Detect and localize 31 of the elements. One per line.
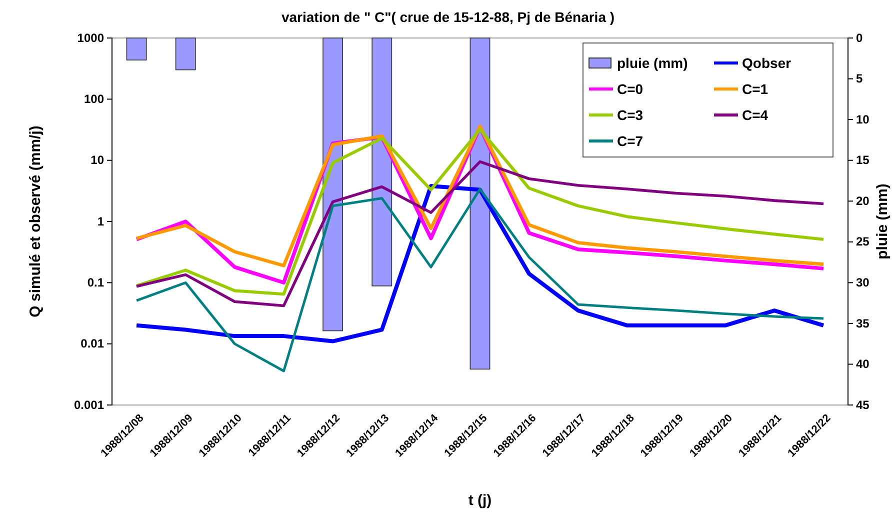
x-axis-title: t (j) bbox=[468, 492, 492, 509]
y2-tick-label: 40 bbox=[856, 357, 870, 372]
y-tick-label: 1000 bbox=[77, 30, 104, 45]
y2-tick-label: 5 bbox=[856, 72, 863, 86]
y-axis-title: Q simulé et observé (mm/j) bbox=[27, 126, 44, 318]
y2-tick-label: 35 bbox=[856, 316, 870, 330]
y-tick-label: 0.001 bbox=[74, 398, 104, 412]
legend-label: C=0 bbox=[617, 81, 644, 97]
line-series bbox=[135, 160, 825, 308]
y-tick-label: 10 bbox=[90, 153, 104, 168]
y2-tick-label: 45 bbox=[856, 398, 870, 412]
legend-label: C=4 bbox=[742, 107, 768, 123]
legend-label: C=3 bbox=[617, 107, 644, 123]
y2-tick-label: 15 bbox=[856, 153, 870, 168]
legend-label: pluie (mm) bbox=[617, 55, 688, 71]
y-tick-label: 0.1 bbox=[87, 276, 104, 290]
line-series bbox=[135, 188, 825, 372]
y2-tick-label: 10 bbox=[856, 112, 870, 126]
y-tick-label: 1 bbox=[97, 214, 104, 228]
y2-axis-title: pluie (mm) bbox=[874, 184, 891, 260]
chart-title: variation de " C"( crue de 15-12-88, Pj de Bénaria ) bbox=[281, 9, 615, 25]
y2-tick-label: 20 bbox=[856, 194, 870, 208]
legend-label: C=7 bbox=[617, 133, 644, 149]
legend-label: Qobser bbox=[742, 55, 792, 71]
y2-tick-label: 30 bbox=[856, 276, 870, 290]
y-tick-label: 100 bbox=[84, 92, 104, 106]
y2-tick-label: 25 bbox=[856, 234, 870, 249]
legend-label: C=1 bbox=[742, 81, 768, 97]
y2-tick-label: 0 bbox=[856, 30, 863, 45]
y-tick-label: 0.01 bbox=[80, 336, 104, 351]
line-series bbox=[134, 184, 826, 344]
